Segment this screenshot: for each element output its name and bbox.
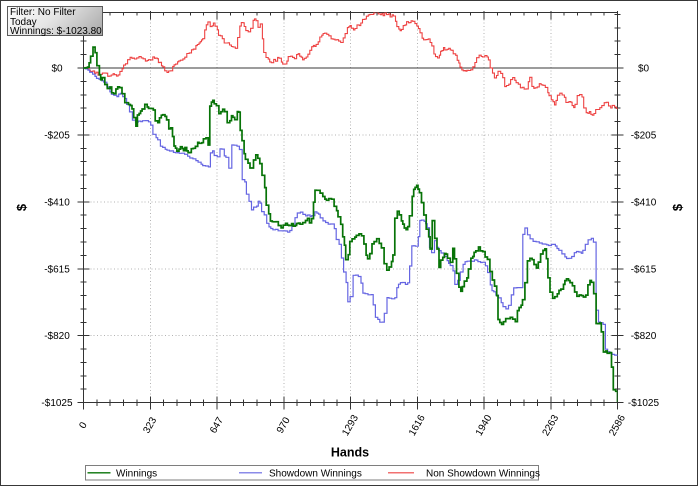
svg-text:970: 970: [275, 415, 293, 435]
svg-text:2263: 2263: [541, 413, 562, 438]
svg-text:1293: 1293: [340, 413, 361, 438]
svg-text:-$205: -$205: [44, 130, 70, 141]
svg-text:323: 323: [141, 415, 159, 435]
svg-text:-$820: -$820: [44, 331, 70, 342]
svg-text:1940: 1940: [474, 413, 495, 438]
svg-text:$0: $0: [51, 64, 63, 75]
svg-text:$: $: [14, 203, 29, 211]
svg-text:-$410: -$410: [44, 197, 70, 208]
svg-text:Non Showdown Winnings: Non Showdown Winnings: [426, 469, 540, 480]
svg-text:Hands: Hands: [331, 446, 369, 460]
svg-text:-$1025: -$1025: [628, 398, 660, 409]
svg-text:2586: 2586: [607, 413, 628, 438]
svg-text:0: 0: [77, 420, 90, 431]
svg-text:-$820: -$820: [631, 331, 657, 342]
svg-text:1616: 1616: [407, 413, 428, 438]
svg-text:$0: $0: [638, 64, 650, 75]
svg-text:$: $: [670, 203, 685, 211]
svg-text:Winnings: Winnings: [116, 469, 157, 480]
svg-text:-$615: -$615: [44, 264, 70, 275]
svg-text:647: 647: [208, 415, 226, 435]
svg-text:-$410: -$410: [631, 197, 657, 208]
svg-text:-$205: -$205: [631, 130, 657, 141]
svg-text:-$1025: -$1025: [41, 398, 73, 409]
svg-text:Showdown Winnings: Showdown Winnings: [269, 469, 362, 480]
svg-text:-$615: -$615: [631, 264, 657, 275]
